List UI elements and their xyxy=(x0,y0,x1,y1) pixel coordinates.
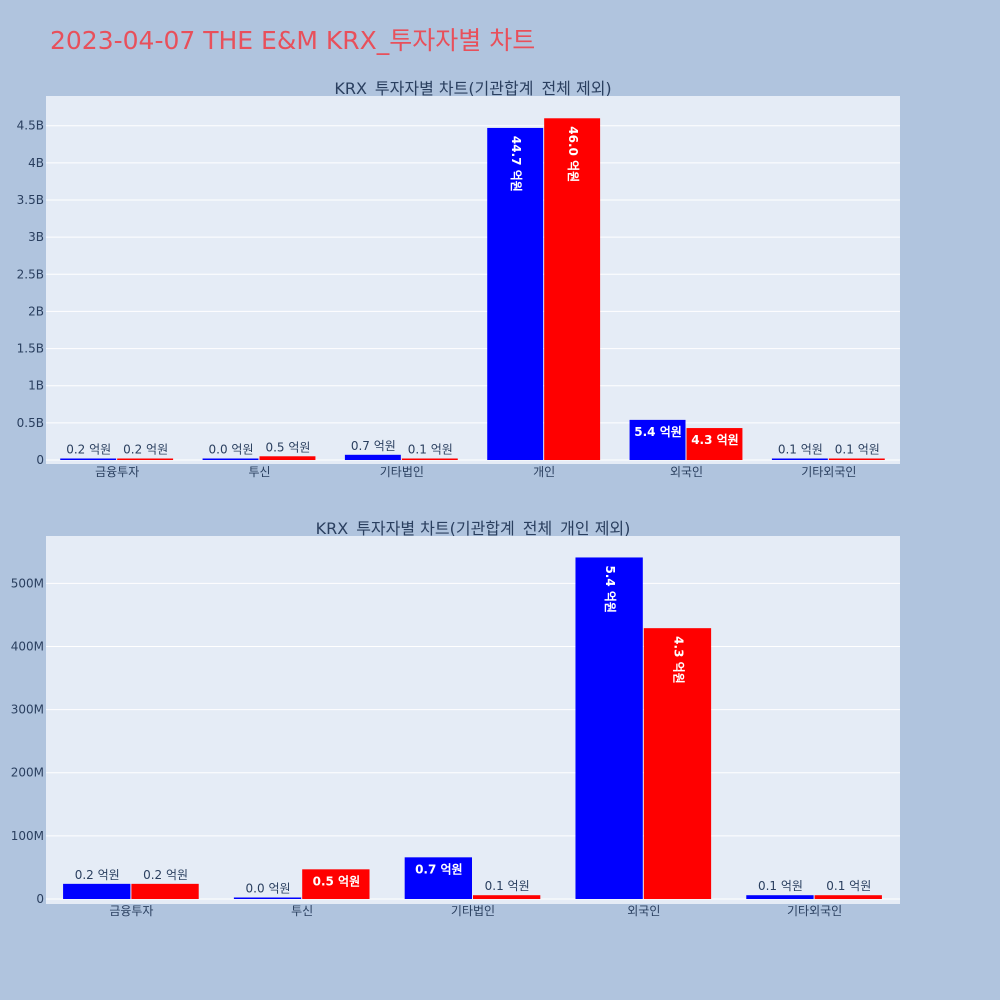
chart-top-x-tick-label: 기타외국인 xyxy=(801,465,856,479)
chart-top-y-tick-label: 2.5B xyxy=(17,267,44,281)
chart-top-y-tick-label: 4B xyxy=(28,156,44,170)
chart-top-y-tick-label: 0 xyxy=(36,453,44,467)
chart-bottom-x-tick-label: 기타외국인 xyxy=(787,904,842,918)
chart-bottom-data-label: 0.2 억원 xyxy=(75,868,120,882)
chart-bottom-bars xyxy=(63,557,882,899)
chart-top-bar xyxy=(629,419,686,460)
chart-bottom: KRX_투자자별 차트(기관합계_전체_개인 제외) 0 100M 200M 300M… xyxy=(11,519,900,918)
chart-top-y-tick-label: 2B xyxy=(28,304,44,318)
chart-top-bar xyxy=(828,458,885,460)
chart-top-data-label: 0.2 억원 xyxy=(66,443,111,457)
chart-top-y-tick-label: 1B xyxy=(28,379,44,393)
chart-bottom-data-label: 0.0 억원 xyxy=(246,882,291,896)
chart-top-y-tick-label: 3B xyxy=(28,230,44,244)
chart-top-y-tick-label: 4.5B xyxy=(17,119,44,133)
chart-top-data-label: 0.1 억원 xyxy=(778,443,823,457)
chart-bottom-y-tick-label: 0 xyxy=(36,892,44,906)
chart-top-data-label: 0.1 억원 xyxy=(408,443,453,457)
chart-bottom-bar xyxy=(404,857,472,899)
chart-bottom-x-tick-label: 금융투자 xyxy=(109,904,153,918)
chart-bottom-data-label: 0.1 억원 xyxy=(826,879,871,893)
chart-bottom-bar xyxy=(233,897,302,899)
chart-top-bar xyxy=(202,458,259,460)
chart-bottom-y-tick-label: 500M xyxy=(11,576,44,590)
chart-bottom-bar xyxy=(131,883,199,899)
chart-top: KRX_투자자별 차트(기관합계_전체 제외) 0 0.5B 1B 1.5B 2B 2.5… xyxy=(17,79,900,479)
main-title: 2023-04-07 THE E&M KRX_투자자별 차트 xyxy=(50,26,535,55)
chart-top-y-tick-label: 1.5B xyxy=(17,342,44,356)
chart-bottom-data-label: 5.4 억원 xyxy=(603,565,617,613)
chart-bottom-data-label: 4.3 억원 xyxy=(671,636,685,684)
chart-bottom-bar xyxy=(473,895,541,899)
chart-top-data-labels: 0.2 억원 0.2 억원 0.0 억원 0.5 억원 0.7 억원 0.1 억원 44.7… xyxy=(66,126,880,456)
chart-top-plot-area xyxy=(46,96,900,464)
chart-top-bar xyxy=(771,458,828,460)
chart-top-x-axis: 금융투자 투신 기타법인 개인 외국인 기타외국인 xyxy=(95,465,856,479)
chart-bottom-data-label: 0.5 억원 xyxy=(313,874,361,888)
chart-bottom-x-tick-label: 외국인 xyxy=(627,904,660,918)
chart-bottom-data-label: 0.1 억원 xyxy=(758,879,803,893)
chart-bottom-data-labels: 0.2 억원 0.2 억원 0.0 억원 0.5 억원 0.7 억원 0.1 억원 5.4 … xyxy=(75,565,872,895)
chart-top-data-label: 44.7 억원 xyxy=(509,136,523,192)
chart-bottom-x-tick-label: 투신 xyxy=(291,904,313,918)
chart-top-data-label: 0.2 억원 xyxy=(123,443,168,457)
chart-bottom-bar xyxy=(63,883,131,899)
chart-bottom-y-tick-label: 300M xyxy=(11,703,44,717)
chart-bottom-y-axis: 0 100M 200M 300M 400M 500M xyxy=(11,576,44,906)
chart-top-bar xyxy=(60,458,117,460)
chart-top-y-tick-label: 3.5B xyxy=(17,193,44,207)
chart-top-data-label: 46.0 억원 xyxy=(566,126,580,182)
chart-bottom-y-tick-label: 100M xyxy=(11,829,44,843)
chart-top-bar xyxy=(686,428,743,460)
chart-top-data-label: 0.7 억원 xyxy=(351,439,396,453)
chart-bottom-x-tick-label: 기타법인 xyxy=(451,904,495,918)
chart-bottom-bar xyxy=(302,869,370,899)
chart-top-bar xyxy=(259,456,316,460)
chart-top-data-label: 0.5 억원 xyxy=(265,440,310,454)
chart-bottom-title: KRX_투자자별 차트(기관합계_전체_개인 제외) xyxy=(316,519,631,539)
chart-top-x-tick-label: 기타법인 xyxy=(380,465,424,479)
chart-top-x-tick-label: 개인 xyxy=(533,465,555,479)
chart-top-data-label: 0.0 억원 xyxy=(209,443,254,457)
chart-bottom-bar xyxy=(814,895,882,899)
chart-top-title: KRX_투자자별 차트(기관합계_전체 제외) xyxy=(334,79,611,99)
chart-bottom-y-tick-label: 200M xyxy=(11,766,44,780)
chart-bottom-x-axis: 금융투자 투신 기타법인 외국인 기타외국인 xyxy=(109,904,842,918)
chart-top-x-tick-label: 외국인 xyxy=(670,465,703,479)
chart-top-gridlines xyxy=(46,125,900,461)
chart-top-y-axis: 0 0.5B 1B 1.5B 2B 2.5B 3B 3.5B 4B 4.5B xyxy=(17,119,44,467)
chart-bottom-bar xyxy=(575,557,643,899)
chart-top-bar xyxy=(401,458,458,460)
chart-top-data-label: 4.3 억원 xyxy=(691,433,739,447)
chart-top-data-label: 5.4 억원 xyxy=(634,425,682,439)
chart-bottom-data-label: 0.1 억원 xyxy=(485,879,530,893)
chart-top-y-tick-label: 0.5B xyxy=(17,416,44,430)
chart-bottom-plot-area xyxy=(46,536,900,904)
chart-bottom-bar xyxy=(643,628,712,899)
chart-top-bars xyxy=(60,118,885,461)
chart-top-bar xyxy=(544,118,601,461)
chart-bottom-bar xyxy=(746,895,814,899)
chart-top-x-tick-label: 투신 xyxy=(248,465,270,479)
chart-bottom-y-tick-label: 400M xyxy=(11,639,44,653)
chart-bottom-data-label: 0.7 억원 xyxy=(415,862,463,876)
chart-top-bar xyxy=(344,454,401,460)
chart-bottom-data-label: 0.2 억원 xyxy=(143,868,188,882)
chart-top-data-label: 0.1 억원 xyxy=(835,443,880,457)
chart-top-bar xyxy=(117,458,174,460)
chart-top-x-tick-label: 금융투자 xyxy=(95,465,139,479)
chart-top-bar xyxy=(487,127,544,460)
